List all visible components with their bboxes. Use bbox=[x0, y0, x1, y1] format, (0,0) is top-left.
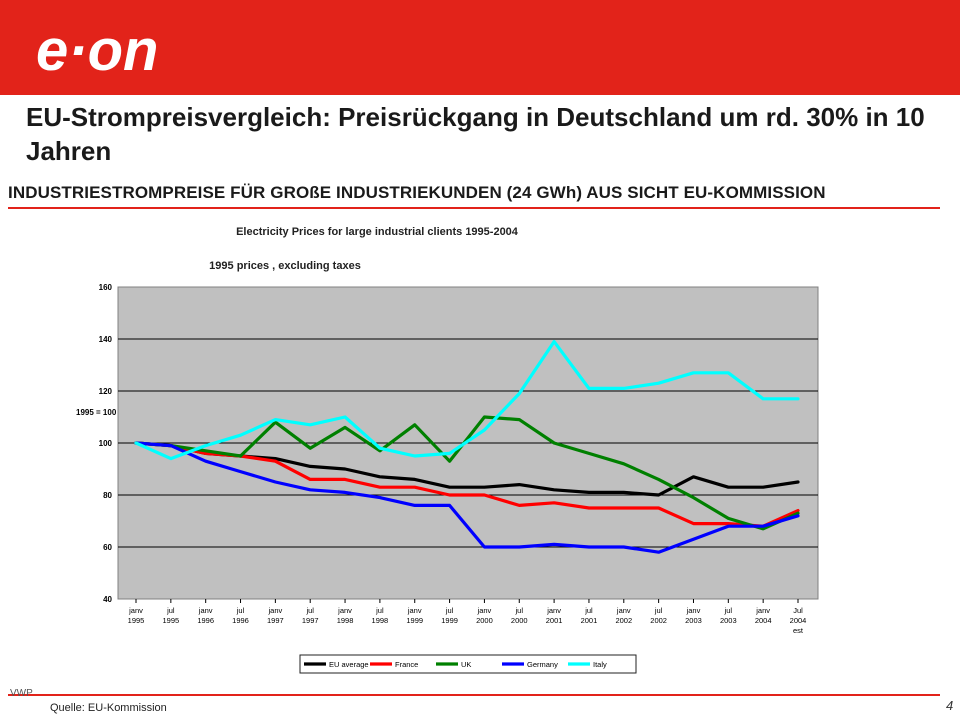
x-tick-label: 2003 bbox=[685, 616, 702, 625]
legend-box bbox=[299, 654, 637, 674]
x-tick-label: 2004 bbox=[790, 616, 807, 625]
x-tick-label: 1997 bbox=[267, 616, 284, 625]
footer-code: VWP bbox=[10, 688, 33, 699]
x-tick-label: jul bbox=[236, 606, 245, 615]
x-tick-label: 2001 bbox=[581, 616, 598, 625]
x-tick-label: 2001 bbox=[546, 616, 563, 625]
series-line-italy bbox=[134, 339, 800, 461]
x-tick-label: 1998 bbox=[372, 616, 389, 625]
y-tick-label: 80 bbox=[103, 491, 112, 500]
x-tick-label: jul bbox=[166, 606, 175, 615]
y-tick-label: 40 bbox=[103, 595, 112, 604]
chart-subtitle: 1995 prices , excluding taxes bbox=[209, 260, 361, 272]
x-tick-label: 2000 bbox=[511, 616, 528, 625]
x-tick-label: jul bbox=[305, 606, 314, 615]
line-chart: Electricity Prices for large industrial … bbox=[76, 226, 819, 674]
x-tick-label: 1996 bbox=[232, 616, 249, 625]
x-tick-label: 2002 bbox=[615, 616, 632, 625]
logo-text: e·on bbox=[36, 20, 158, 80]
y-tick-label: 60 bbox=[103, 543, 112, 552]
x-tick-label: 1996 bbox=[197, 616, 214, 625]
legend-label: EU average bbox=[329, 660, 369, 669]
x-axis: janv1995jul1995janv1996jul1996janv1997ju… bbox=[128, 599, 807, 635]
series-line-france bbox=[134, 441, 800, 528]
x-tick-label: 2002 bbox=[650, 616, 667, 625]
x-tick-label: Jul bbox=[793, 606, 803, 615]
x-tick-label: janv bbox=[128, 606, 143, 615]
page-number: 4 bbox=[946, 698, 954, 713]
x-tick-label: janv bbox=[198, 606, 213, 615]
x-tick-label: janv bbox=[686, 606, 701, 615]
x-tick-label: jul bbox=[375, 606, 384, 615]
x-tick-label: janv bbox=[755, 606, 770, 615]
y-axis: 40 60 80 100 120 140 160 bbox=[99, 283, 113, 604]
x-tick-label: 1995 bbox=[162, 616, 179, 625]
x-tick-label: 1998 bbox=[337, 616, 354, 625]
x-tick-label: 2004 bbox=[755, 616, 772, 625]
x-tick-label: jul bbox=[724, 606, 733, 615]
x-tick-label: 1999 bbox=[441, 616, 458, 625]
x-tick-label: janv bbox=[267, 606, 282, 615]
legend-label: Italy bbox=[593, 660, 607, 669]
x-tick-label: 2000 bbox=[476, 616, 493, 625]
x-tick-label: 1995 bbox=[128, 616, 145, 625]
x-tick-label: jul bbox=[584, 606, 593, 615]
legend: EU average France UK Germany Italy bbox=[304, 660, 607, 669]
x-tick-label: janv bbox=[546, 606, 561, 615]
x-tick-label: est bbox=[793, 626, 804, 635]
header-bar: e·on bbox=[0, 0, 960, 95]
x-tick-label: 1997 bbox=[302, 616, 319, 625]
y-tick-label: 120 bbox=[99, 387, 113, 396]
bottom-divider bbox=[8, 694, 940, 696]
x-tick-label: jul bbox=[445, 606, 454, 615]
y-tick-label: 160 bbox=[99, 283, 113, 292]
source-note: Quelle: EU-Kommission bbox=[50, 702, 167, 714]
x-tick-label: janv bbox=[407, 606, 422, 615]
legend-label: Germany bbox=[527, 660, 558, 669]
x-tick-label: jul bbox=[654, 606, 663, 615]
y-tick-label: 100 bbox=[99, 439, 113, 448]
x-tick-label: janv bbox=[337, 606, 352, 615]
series-line-uk bbox=[134, 415, 800, 531]
x-tick-label: janv bbox=[477, 606, 492, 615]
x-tick-label: janv bbox=[616, 606, 631, 615]
y-tick-label: 140 bbox=[99, 335, 113, 344]
series-lines bbox=[134, 339, 800, 554]
legend-label: France bbox=[395, 660, 418, 669]
x-tick-label: jul bbox=[515, 606, 524, 615]
legend-label: UK bbox=[461, 660, 471, 669]
series-line-germany bbox=[134, 441, 800, 554]
baseline-annotation: 1995 = 100 bbox=[76, 408, 117, 417]
x-tick-label: 2003 bbox=[720, 616, 737, 625]
x-tick-label: 1999 bbox=[406, 616, 423, 625]
chart-title: Electricity Prices for large industrial … bbox=[236, 226, 519, 238]
eon-logo: e·on bbox=[36, 20, 158, 80]
slide-subtitle: INDUSTRIESTROMPREISE FÜR GROßE INDUSTRIE… bbox=[8, 183, 826, 202]
slide-title: EU-Strompreisvergleich: Preisrückgang in… bbox=[26, 102, 925, 166]
top-divider bbox=[8, 207, 940, 209]
